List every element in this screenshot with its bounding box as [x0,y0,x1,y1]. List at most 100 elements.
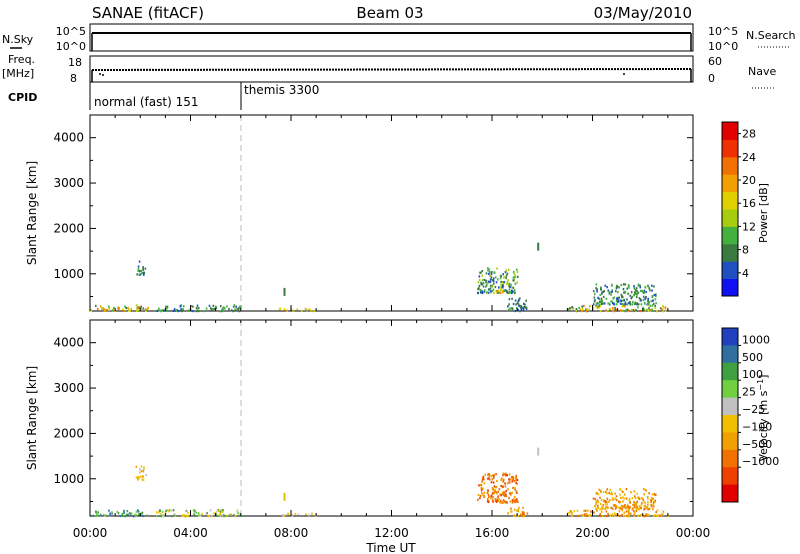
velocity-cell-4-150 [488,475,491,478]
velocity-cell-7-153 [644,507,646,510]
power-cell-8-12 [607,289,610,292]
power-cell-8-10 [635,287,638,290]
power-cell-8-96 [636,302,638,305]
power-cell-7-85 [631,308,633,311]
velocity-cell-4-81 [504,493,507,496]
velocity-cell-4-20 [512,478,515,481]
power-cell-4-106 [510,286,513,289]
velocity-cell-7-106 [623,497,625,500]
velocity-cell-7-73 [632,504,634,507]
velocity-cell-4-102 [488,500,490,503]
velocity-cell-0-33 [121,514,124,517]
velocity-cell-0-14 [95,515,97,518]
velocity-cell-7-127 [607,506,609,510]
power-cell-8-145 [611,301,614,305]
power-cell-4-146 [492,279,495,282]
power-cell-4-117 [490,290,492,293]
nsearch-tick-bottom: 10^0 [708,40,738,53]
velocity-cell-6-24 [573,510,576,513]
power-cell-0-44 [129,309,131,313]
power-cell-8-162 [621,296,624,299]
power-cell-4-31 [516,271,519,274]
velocity-cell-7-23 [597,493,600,496]
power-cell-4-87 [504,271,507,274]
velocity-cell-7-171 [600,499,603,502]
velocity-cell-1-1 [142,468,145,471]
velocity-cell-3-14 [283,514,285,517]
velocity-cell-7-123 [629,501,631,504]
power-cell-8-128 [601,302,604,305]
velocity-cell-4-19 [508,496,510,500]
velocity-cell-7-66 [654,499,656,502]
power-cell-2-62 [232,310,234,313]
velocity-cell-7-186 [596,491,598,494]
power-cell-4-97 [477,291,479,295]
power-cell-4-126 [501,286,504,289]
power-cell-4-111 [492,288,495,291]
velocity-cell-7-95 [620,496,622,500]
velocity-cell-7-71 [620,505,623,508]
power-cell-4-118 [508,268,510,271]
velocity-cell-4-166 [512,486,514,489]
power-cell-2-51 [162,309,164,312]
power-cell-8-44 [642,291,645,294]
velocity-cell-7-30 [622,505,625,508]
power-cell-2-65 [222,308,224,312]
velocity-cell-2-14 [170,515,173,518]
power-cell-4-131 [479,288,482,291]
velocity-cell-4-44 [509,492,512,495]
velocity-cell-6-72 [607,512,609,516]
power-cell-6-39 [511,307,514,310]
power-cell-8-4 [604,284,607,287]
power-cell-3-2 [278,308,281,311]
power-cell-7-49 [659,307,662,310]
power-cell-4-33 [496,267,498,270]
velocity-cell-7-76 [625,488,628,491]
power-cell-4-53 [489,287,492,290]
power-cell-8-19 [635,292,637,295]
velocity-cell-7-137 [646,507,649,510]
power-colorbar-swatch-6 [722,174,738,193]
power-cell-8-59 [619,302,622,305]
power-cell-8-151 [651,284,653,287]
power-cell-7-26 [575,309,577,313]
velocity-cell-6-17 [567,512,570,515]
velocity-cell-6-14 [643,515,646,518]
velocity-cell-7-182 [641,497,643,500]
power-cell-8-142 [648,301,650,304]
velocity-cell-6-58 [627,514,629,518]
velocity-cell-4-167 [502,472,505,475]
power-cell-8-100 [607,302,609,305]
velocity-cell-7-107 [626,503,629,506]
power-cell-7-40 [656,310,658,313]
velocity-cell-1-8 [142,478,145,481]
velocity-cell-7-47 [602,506,604,510]
velocity-cell-4-100 [507,488,509,491]
velocity-cell-0-28 [121,512,124,515]
power-cell-2-67 [210,308,213,311]
velocity-cell-7-160 [604,500,607,503]
velocity-cell-4-14 [487,497,489,501]
velocity-cell-7-125 [630,491,632,494]
velocity-cell-3-4 [311,512,313,515]
velocity-cell-0-37 [96,512,98,516]
velocity-cell-4-23 [500,484,502,488]
velocity-cell-6-39 [624,514,627,518]
power-heatmap [90,242,667,313]
power-cell-0-45 [102,306,104,310]
power-cell-8-163 [624,290,627,293]
power-cell-7-24 [662,306,665,309]
velocity-cell-5-14 [513,514,515,517]
velocity-cell-0-42 [125,513,128,516]
velocity-cell-4-136 [514,488,516,491]
radar-title: SANAE (fitACF) [92,4,204,22]
power-cell-2-77 [166,307,168,310]
power-cell-2-48 [190,305,193,308]
velocity-cell-7-126 [622,496,624,499]
power-cell-0-42 [127,306,129,310]
velocity-cell-5-21 [521,511,524,514]
velocity-cell-4-161 [492,500,494,503]
nave-point-1 [102,74,104,76]
velocity-isolated-0 [537,447,540,456]
power-cell-3-10 [279,307,282,310]
